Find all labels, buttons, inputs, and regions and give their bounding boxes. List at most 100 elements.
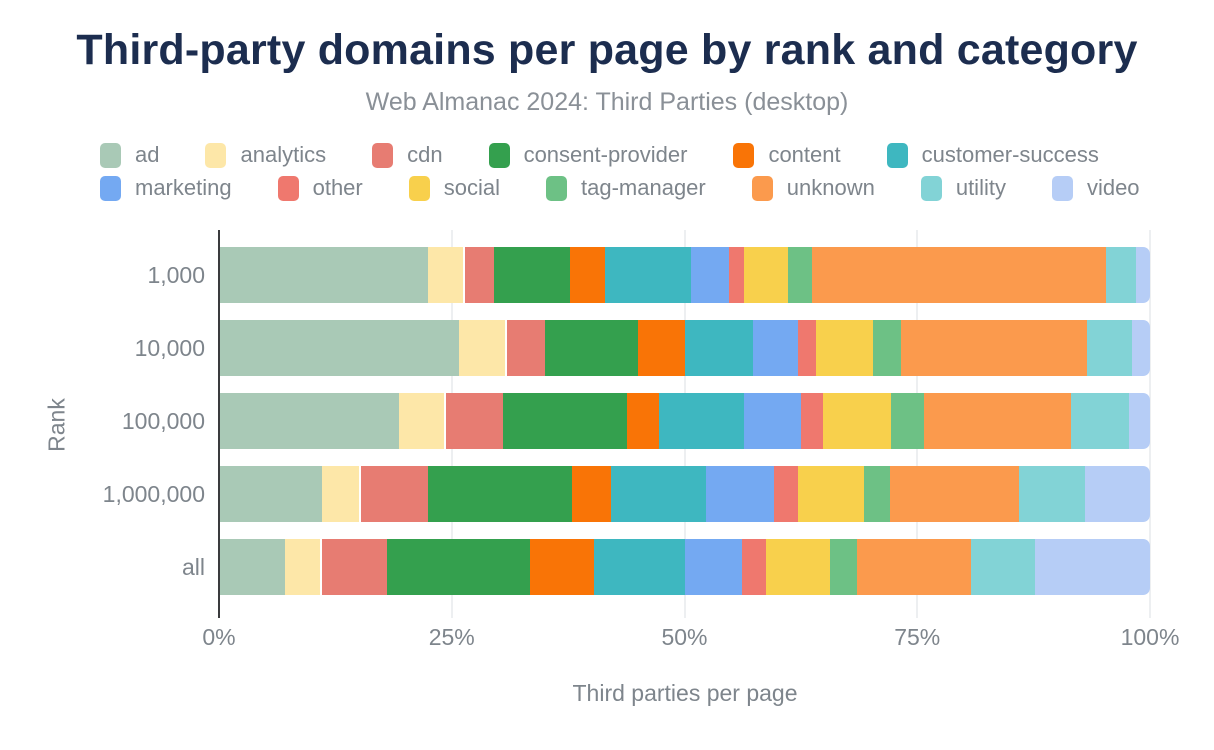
bar-row: 10,000 (0, 320, 1214, 376)
bar-segment-marketing[interactable] (684, 539, 742, 595)
bar-segment-tag-manager[interactable] (788, 247, 813, 303)
plot-area: 1,000 10,000 100,000 1,000,000 all (0, 230, 1214, 620)
bar-segment-customer-success[interactable] (610, 466, 707, 522)
legend-item-social[interactable]: social (408, 175, 500, 201)
bar-segment-cdn[interactable] (464, 247, 495, 303)
bar-segment-video[interactable] (1128, 393, 1150, 449)
bar-segment-consent-provider[interactable] (387, 539, 530, 595)
bar-segment-utility[interactable] (1106, 247, 1136, 303)
bar-segment-analytics[interactable] (285, 539, 323, 595)
bar-segment-analytics[interactable] (459, 320, 508, 376)
bar-segment-ad[interactable] (220, 466, 323, 522)
legend-swatch (546, 175, 567, 201)
bar-segment-cdn[interactable] (507, 320, 546, 376)
x-tick-label: 75% (894, 624, 941, 650)
bar-segment-customer-success[interactable] (684, 320, 753, 376)
legend-row-1: ad analytics cdn consent-provider content cus… (100, 142, 1180, 168)
bar-segment-content[interactable] (569, 247, 605, 303)
bar-track (220, 320, 1150, 376)
bar-segment-social[interactable] (816, 320, 873, 376)
bar-segment-consent-provider[interactable] (502, 393, 628, 449)
bar-segment-social[interactable] (798, 466, 865, 522)
bar-segment-video[interactable] (1084, 466, 1150, 522)
bar-segment-unknown[interactable] (889, 466, 1019, 522)
legend-item-consent-provider[interactable]: consent-provider (488, 142, 687, 168)
legend-item-video[interactable]: video (1051, 175, 1140, 201)
bar-segment-content[interactable] (571, 466, 611, 522)
bar-segment-content[interactable] (627, 393, 659, 449)
bar-row: all (0, 539, 1214, 595)
bar-segment-unknown[interactable] (900, 320, 1087, 376)
bar-segment-other[interactable] (728, 247, 744, 303)
bar-segment-analytics[interactable] (428, 247, 465, 303)
legend-swatch (100, 175, 121, 201)
bar-segment-customer-success[interactable] (593, 539, 685, 595)
legend-label: utility (955, 175, 1006, 200)
legend-item-cdn[interactable]: cdn (372, 142, 443, 168)
legend-item-content[interactable]: content (733, 142, 841, 168)
legend-swatch (751, 175, 773, 201)
legend-item-utility[interactable]: utility (920, 175, 1006, 201)
bar-segment-tag-manager[interactable] (891, 393, 924, 449)
legend-item-unknown[interactable]: unknown (751, 175, 875, 201)
x-tick-label: 0% (202, 624, 236, 650)
bar-segment-other[interactable] (798, 320, 817, 376)
bar-segment-social[interactable] (765, 539, 830, 595)
bar-segment-utility[interactable] (971, 539, 1035, 595)
bar-segment-tag-manager[interactable] (864, 466, 890, 522)
legend-label: video (1086, 175, 1140, 200)
bar-segment-marketing[interactable] (706, 466, 775, 522)
bar-segment-social[interactable] (743, 247, 789, 303)
gridline (1149, 230, 1151, 618)
legend-label: unknown (786, 175, 875, 200)
bar-segment-utility[interactable] (1070, 393, 1129, 449)
legend-label: ad (135, 142, 160, 167)
bar-segment-video[interactable] (1132, 320, 1150, 376)
x-axis-title: Third parties per page (572, 680, 798, 706)
bar-segment-other[interactable] (741, 539, 766, 595)
legend-swatch (733, 142, 755, 168)
bar-segment-analytics[interactable] (322, 466, 362, 522)
bar-segment-video[interactable] (1034, 539, 1150, 595)
legend-item-ad[interactable]: ad (100, 142, 159, 168)
bar-segment-other[interactable] (801, 393, 823, 449)
bar-segment-marketing[interactable] (691, 247, 729, 303)
bar-segment-ad[interactable] (220, 247, 429, 303)
bar-segment-cdn[interactable] (322, 539, 388, 595)
bar-segment-cdn[interactable] (361, 466, 429, 522)
bar-segment-analytics[interactable] (398, 393, 446, 449)
bar-segment-cdn[interactable] (445, 393, 503, 449)
bar-segment-ad[interactable] (220, 393, 399, 449)
bar-segment-content[interactable] (637, 320, 685, 376)
bar-segment-unknown[interactable] (856, 539, 972, 595)
bar-segment-unknown[interactable] (812, 247, 1107, 303)
bar-segment-customer-success[interactable] (604, 247, 692, 303)
y-tick-label: 10,000 (134, 335, 205, 361)
bar-segment-other[interactable] (774, 466, 799, 522)
bar-segment-marketing[interactable] (752, 320, 799, 376)
bar-segment-consent-provider[interactable] (428, 466, 572, 522)
x-tick-label: 100% (1120, 624, 1180, 650)
legend-item-tag-manager[interactable]: tag-manager (546, 175, 706, 201)
chart-title: Third-party domains per page by rank and… (76, 26, 1138, 74)
bar-segment-ad[interactable] (220, 539, 286, 595)
bar-segment-customer-success[interactable] (658, 393, 745, 449)
x-tick-label: 25% (428, 624, 475, 650)
bar-segment-utility[interactable] (1018, 466, 1085, 522)
bar-segment-social[interactable] (822, 393, 892, 449)
bar-segment-video[interactable] (1135, 247, 1150, 303)
legend-item-marketing[interactable]: marketing (100, 175, 232, 201)
bar-segment-tag-manager[interactable] (872, 320, 901, 376)
bar-segment-utility[interactable] (1086, 320, 1133, 376)
bar-segment-consent-provider[interactable] (545, 320, 638, 376)
bar-segment-content[interactable] (529, 539, 594, 595)
legend-item-analytics[interactable]: analytics (205, 142, 326, 168)
bar-segment-tag-manager[interactable] (829, 539, 857, 595)
bar-segment-unknown[interactable] (923, 393, 1071, 449)
legend-item-other[interactable]: other (277, 175, 363, 201)
bar-segment-ad[interactable] (220, 320, 459, 376)
bar-segment-marketing[interactable] (744, 393, 802, 449)
legend-swatch (372, 142, 394, 168)
bar-segment-consent-provider[interactable] (494, 247, 570, 303)
legend-item-customer-success[interactable]: customer-success (886, 142, 1099, 168)
